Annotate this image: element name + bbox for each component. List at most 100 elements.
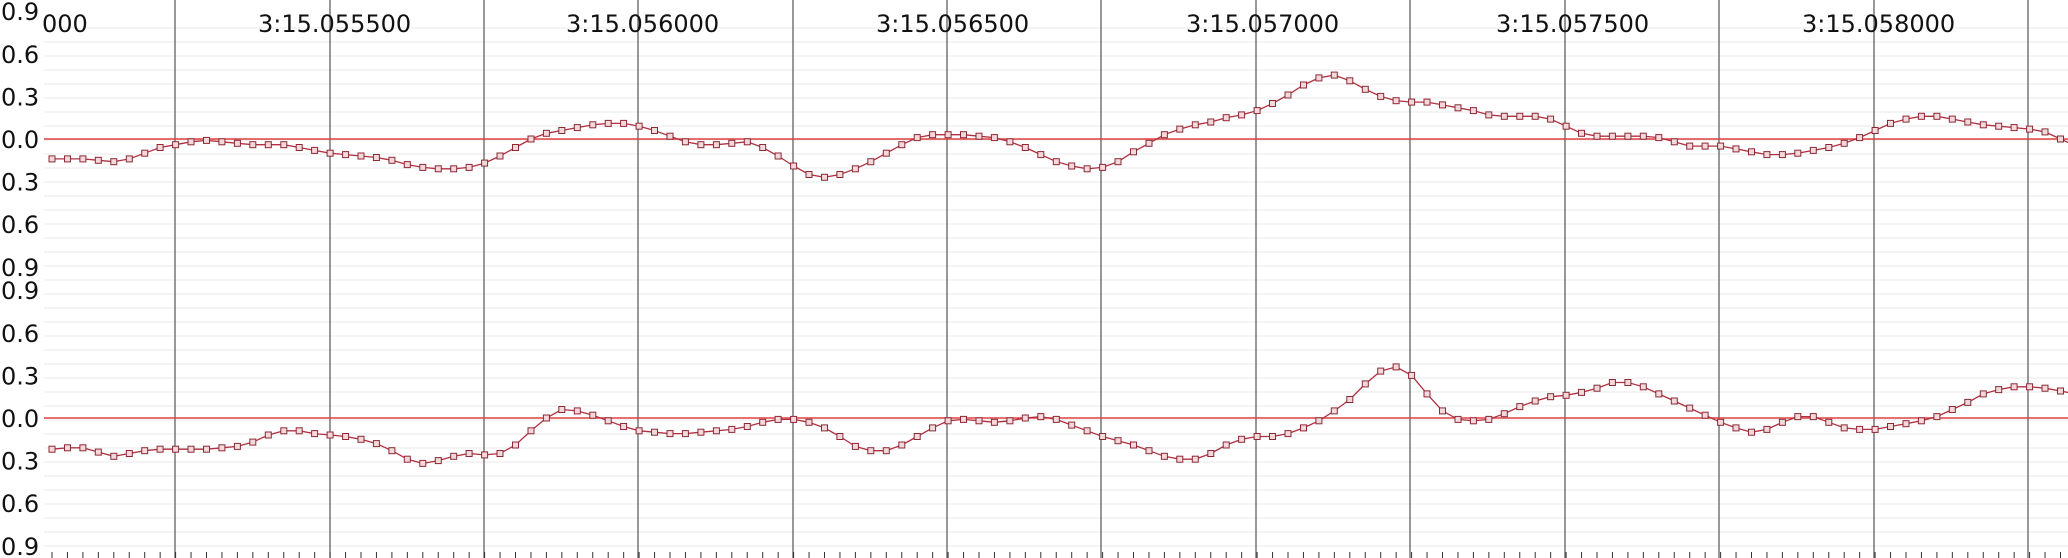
channel-1-track[interactable]: 0.9 0.6 0.3 0.0 0.3 0.6 0.9: [1, 0, 2068, 282]
sample-point: [1130, 441, 1137, 449]
sample-point: [697, 428, 705, 436]
sample-point: [187, 138, 195, 146]
sample-point: [1006, 417, 1014, 425]
sample-point: [759, 144, 767, 151]
sample-point: [1778, 418, 1786, 426]
sample-point: [2041, 128, 2049, 136]
sample-point: [1114, 437, 1122, 445]
sample-point: [1856, 134, 1864, 142]
sample-point: [1933, 413, 1941, 421]
sample-point: [774, 152, 782, 160]
channel-2-track[interactable]: 0.9 0.6 0.3 0.0 0.3 0.6 0.9: [1, 277, 2068, 558]
sample-point: [1253, 433, 1261, 440]
sample-point: [372, 440, 380, 448]
sample-point: [821, 173, 828, 181]
major-grid: [174, 0, 2029, 558]
sample-point: [295, 144, 303, 151]
sample-point: [1454, 415, 1462, 423]
sample-point: [94, 448, 102, 456]
sample-point: [1562, 391, 1570, 399]
sample-point: [1269, 100, 1276, 107]
sample-point: [1964, 118, 1972, 126]
sample-point: [64, 155, 71, 163]
sample-point: [1330, 71, 1338, 79]
sample-point: [1809, 413, 1817, 421]
sample-point: [419, 163, 427, 171]
sample-point: [635, 427, 643, 435]
sample-point: [249, 141, 257, 149]
y-tick-label: 0.3: [1, 448, 39, 476]
sample-point: [558, 127, 566, 134]
sample-point: [403, 161, 411, 169]
sample-point: [388, 156, 396, 164]
sample-point: [94, 156, 102, 164]
sample-point: [1748, 148, 1755, 156]
sample-point: [1361, 380, 1369, 388]
y-tick-label: 0.3: [1, 169, 39, 197]
sample-point: [141, 447, 149, 455]
sample-point: [125, 155, 133, 163]
sample-point: [527, 135, 535, 143]
sample-point: [1191, 455, 1199, 463]
sample-point: [1516, 403, 1524, 411]
sample-point: [542, 414, 550, 422]
sample-point: [1160, 452, 1168, 460]
sample-point: [2010, 124, 2018, 132]
sample-point: [1732, 424, 1740, 432]
sample-point: [1346, 77, 1354, 85]
sample-point: [388, 447, 396, 455]
sample-point: [465, 163, 473, 171]
sample-point: [311, 430, 319, 438]
sample-point: [1578, 388, 1585, 396]
sample-point: [1315, 417, 1323, 425]
sample-point: [1608, 379, 1616, 386]
sample-point: [743, 138, 751, 146]
sample-point: [1902, 115, 1910, 123]
y-tick-label: 0.6: [1, 41, 39, 69]
sample-point: [1701, 142, 1709, 150]
sample-point: [1145, 447, 1153, 455]
sample-point: [558, 406, 566, 413]
sample-point: [1624, 132, 1632, 140]
sample-point: [125, 450, 133, 457]
sample-point: [1670, 397, 1678, 405]
sample-point: [1856, 425, 1864, 433]
sample-point: [1562, 122, 1570, 130]
timeline-tick-label: 3:15.058000: [1802, 10, 1955, 38]
sample-point: [110, 158, 118, 166]
sample-point: [1145, 139, 1153, 147]
sample-point: [450, 165, 458, 173]
sample-point: [666, 430, 674, 438]
sample-point: [697, 141, 705, 149]
sample-point: [836, 433, 844, 440]
sample-point: [1392, 97, 1400, 105]
sample-point: [1531, 397, 1539, 405]
sample-point: [960, 131, 967, 139]
sample-point: [1377, 92, 1385, 100]
sample-point: [1995, 122, 2003, 130]
sample-point: [573, 124, 581, 132]
sample-point: [944, 417, 952, 425]
sample-point: [1887, 423, 1894, 430]
sample-point: [1114, 158, 1122, 166]
sample-point: [604, 119, 612, 127]
sample-point: [573, 407, 581, 415]
sample-point: [589, 121, 597, 129]
sample-point: [203, 445, 210, 453]
sample-point: [79, 155, 87, 163]
sample-point: [1531, 112, 1539, 120]
sample-point: [712, 427, 720, 435]
timeline-tick-label: 3:15.056500: [876, 10, 1029, 38]
sample-point: [311, 146, 319, 154]
sample-point: [326, 431, 334, 439]
sample-point: [1871, 425, 1879, 433]
sample-point: [1408, 98, 1416, 106]
sample-point: [851, 165, 859, 173]
timeline-ruler[interactable]: 000 3:15.055500 3:15.056000 3:15.056500 …: [42, 10, 1955, 38]
sample-point: [1408, 371, 1416, 379]
sample-point: [1547, 393, 1555, 401]
sample-point: [233, 139, 241, 147]
sample-point: [403, 455, 411, 463]
